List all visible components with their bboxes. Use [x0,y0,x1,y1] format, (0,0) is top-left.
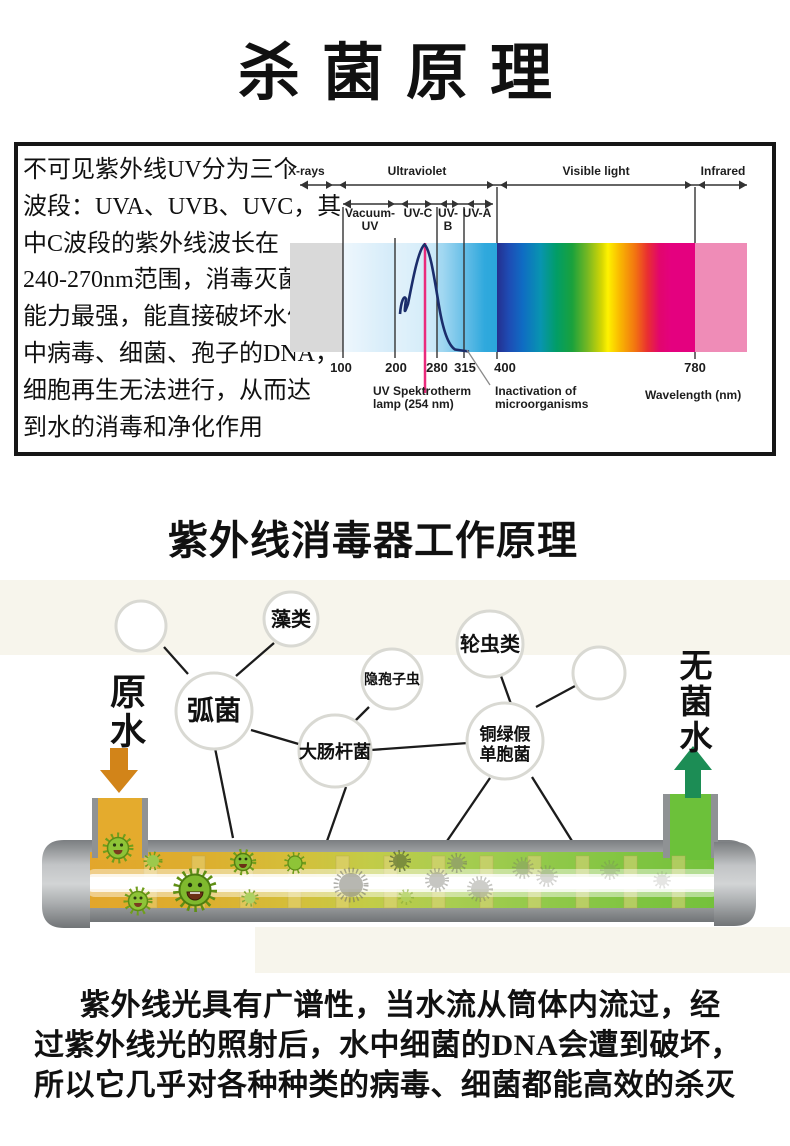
sterilizer-graphic: 藻类 弧菌 隐孢子虫 大肠杆菌 轮虫类 铜绿假 单胞菌 [0,580,790,973]
label-lamp-line2: lamp (254 nm) [373,397,454,411]
infrared-band [695,243,747,352]
raw-water-arrow [100,748,138,793]
tick-400: 400 [494,360,516,375]
visible-band [497,243,695,352]
footer-line: 紫外线光具有广谱性，当水流从筒体内流过，经 [80,989,721,1022]
arrow-marks [300,180,747,209]
diagram-background-bottom [255,927,790,973]
label-infrared: Infrared [700,164,746,178]
bubble-empty-left [114,599,168,653]
page-title: 杀菌原理 [237,40,574,108]
label-inactivation-line1: Inactivation of [495,384,577,398]
label-inactivation-line2: microorganisms [495,397,589,411]
label-vacuum-uv: Vacuum- UV [345,207,395,233]
label-uvc: UV-C [403,206,433,220]
bubble-pseudomonas-label-2: 单胞菌 [480,744,531,764]
microbe-bubbles [114,590,627,789]
outlet-pipe [670,794,711,860]
uv-band [343,243,497,352]
label-uvb-line1: UV- [437,206,459,220]
tick-280: 280 [426,360,448,375]
uv-description: 不可见紫外线UV分为三个 波段：UVA、UVB、UVC，其 中C波段的紫外线波长… [23,152,341,446]
tick-100: 100 [330,360,352,375]
uv-description-line: 中病毒、细菌、孢子的DNA， [23,340,339,367]
bubble-algae [262,590,320,648]
uv-description-line: 不可见紫外线UV分为三个 [23,157,298,183]
label-inactivation: Inactivation of microorganisms [495,385,588,411]
label-lamp: UV Spektrotherm lamp (254 nm) [373,385,471,411]
bubble-vibrio-label: 弧菌 [187,696,241,726]
label-uvb: UV- B [438,207,458,233]
bubble-rotifer [455,609,525,679]
label-ultraviolet: Ultraviolet [387,164,447,178]
label-vacuum-uv-line2: UV [361,219,379,233]
bubble-connectors [163,642,576,842]
uv-description-line: 细胞再生无法进行，从而达 [23,377,311,404]
label-lamp-line1: UV Spektrotherm [373,384,472,398]
bubble-ecoli-label: 大肠杆菌 [299,741,371,762]
bubble-ecoli [297,713,373,789]
xray-band [290,243,343,352]
dead-microbes [333,853,671,903]
bubble-vibrio [174,671,254,751]
tube-left-cap [42,840,90,928]
uv-description-line: 到水的消毒和净化作用 [23,414,263,441]
tick-315: 315 [454,360,476,375]
bubble-pseudomonas [465,701,545,781]
bubble-rotifer-label: 轮虫类 [460,632,520,656]
bubble-cryptosporidium [360,647,424,711]
inactivation-pointer-line [466,349,491,386]
label-visible-light: Visible light [562,164,630,178]
label-xrays: X-rays [288,164,325,178]
lamp-emission-curve [398,242,470,353]
tick-200: 200 [385,360,407,375]
tube-right-cap [714,842,756,926]
label-uva: UV-A [462,206,492,220]
green-microbes [102,832,414,916]
label-vacuum-uv-line1: Vacuum- [344,206,396,220]
bubble-empty-right [571,645,627,701]
label-uvb-line2: B [443,219,453,233]
uv-description-line: 240-270nm范围，消毒灭菌 [23,267,302,294]
uv-description-line: 波段：UVA、UVB、UVC，其 [23,193,342,220]
uv-description-line: 能力最强，能直接破坏水体 [23,304,311,331]
sterile-water-label: 无菌水 [674,648,710,756]
raw-water-label: 原水 [105,673,145,751]
bubble-algae-label: 藻类 [271,607,311,631]
uv-principle-box: 不可见紫外线UV分为三个 波段：UVA、UVB、UVC，其 中C波段的紫外线波长… [14,142,776,456]
footer-line: 过紫外线光的照射后，水中细菌的DNA会遭到破坏， [34,1029,741,1062]
footer-line: 所以它几乎对各种种类的病毒、细菌都能高效的杀灭 [34,1069,736,1102]
uv-description-line: 中C波段的紫外线波长在 [23,230,280,257]
bubble-pseudomonas-label-1: 铜绿假 [480,724,531,744]
footer-paragraph: 紫外线光具有广谱性，当水流从筒体内流过，经 过紫外线光的照射后，水中细菌的DNA… [34,986,778,1106]
uv-lamp [86,869,720,897]
clean-water-arrow [674,746,712,798]
tick-780: 780 [684,360,706,375]
section-title: 紫外线消毒器工作原理 [168,518,578,563]
uv-spectrum-graphic [290,180,747,393]
sterilizer-diagram: 藻类 弧菌 隐孢子虫 大肠杆菌 轮虫类 铜绿假 单胞菌 原水 无菌水 [0,580,790,975]
label-wavelength-axis: Wavelength (nm) [645,388,742,402]
bubble-cryptosporidium-label: 隐孢子虫 [364,671,420,688]
